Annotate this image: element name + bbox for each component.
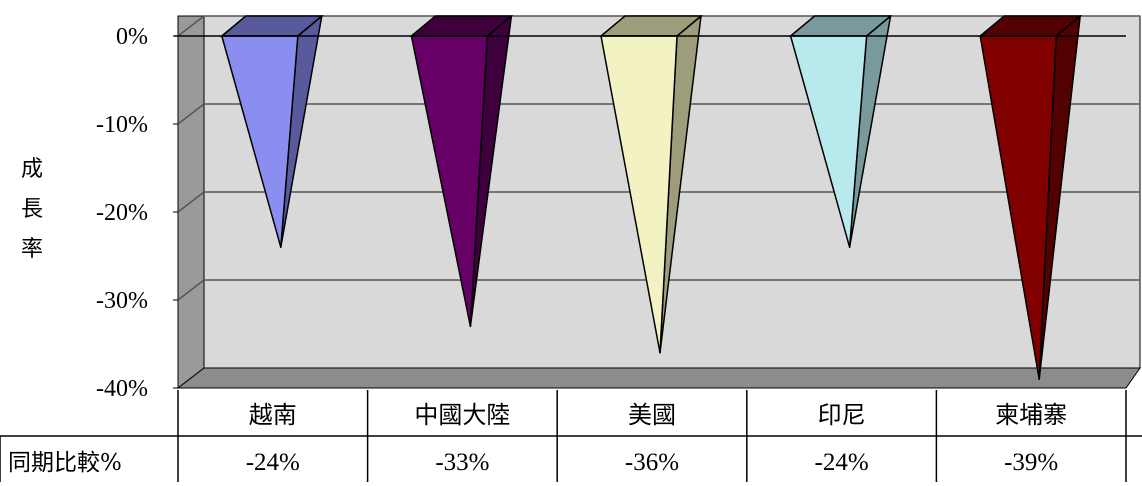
bar-5	[978, 15, 1083, 380]
data-table: 越南 -24% 中國大陸 -33% 美國 -36% 印尼 -24% 柬埔寨 -39% 同期比較%	[0, 390, 1142, 482]
data-label: -33%	[435, 449, 489, 476]
y-tick-label: -30%	[96, 288, 148, 314]
category-label: 美國	[628, 401, 676, 429]
bar-2	[409, 15, 514, 328]
category-label: 印尼	[818, 401, 866, 429]
gridline-side	[177, 15, 205, 37]
y-axis: 0% -10% -20% -30% -40%	[96, 24, 178, 402]
gridline-side	[177, 191, 205, 213]
data-label: -36%	[625, 449, 679, 476]
gridline-side	[177, 279, 205, 301]
data-label: -24%	[815, 449, 869, 476]
floor	[176, 367, 1141, 389]
y-axis-label: 成長率	[21, 157, 43, 262]
y-tick-label: -10%	[96, 112, 148, 138]
data-label: -24%	[246, 449, 300, 476]
bars	[174, 15, 1126, 380]
category-label: 中國大陸	[414, 401, 510, 429]
table-row-label: 同期比較%	[8, 450, 122, 476]
y-axis-title: 成長率	[21, 157, 43, 262]
y-tick-label: -20%	[96, 200, 148, 226]
category-label: 越南	[249, 401, 297, 429]
category-label: 柬埔寨	[995, 401, 1067, 429]
bar-1	[219, 15, 324, 248]
y-tick-label: -40%	[96, 376, 148, 402]
y-tick-label: 0%	[116, 24, 148, 50]
data-label: -39%	[1004, 449, 1058, 476]
gridline-side	[177, 103, 205, 125]
